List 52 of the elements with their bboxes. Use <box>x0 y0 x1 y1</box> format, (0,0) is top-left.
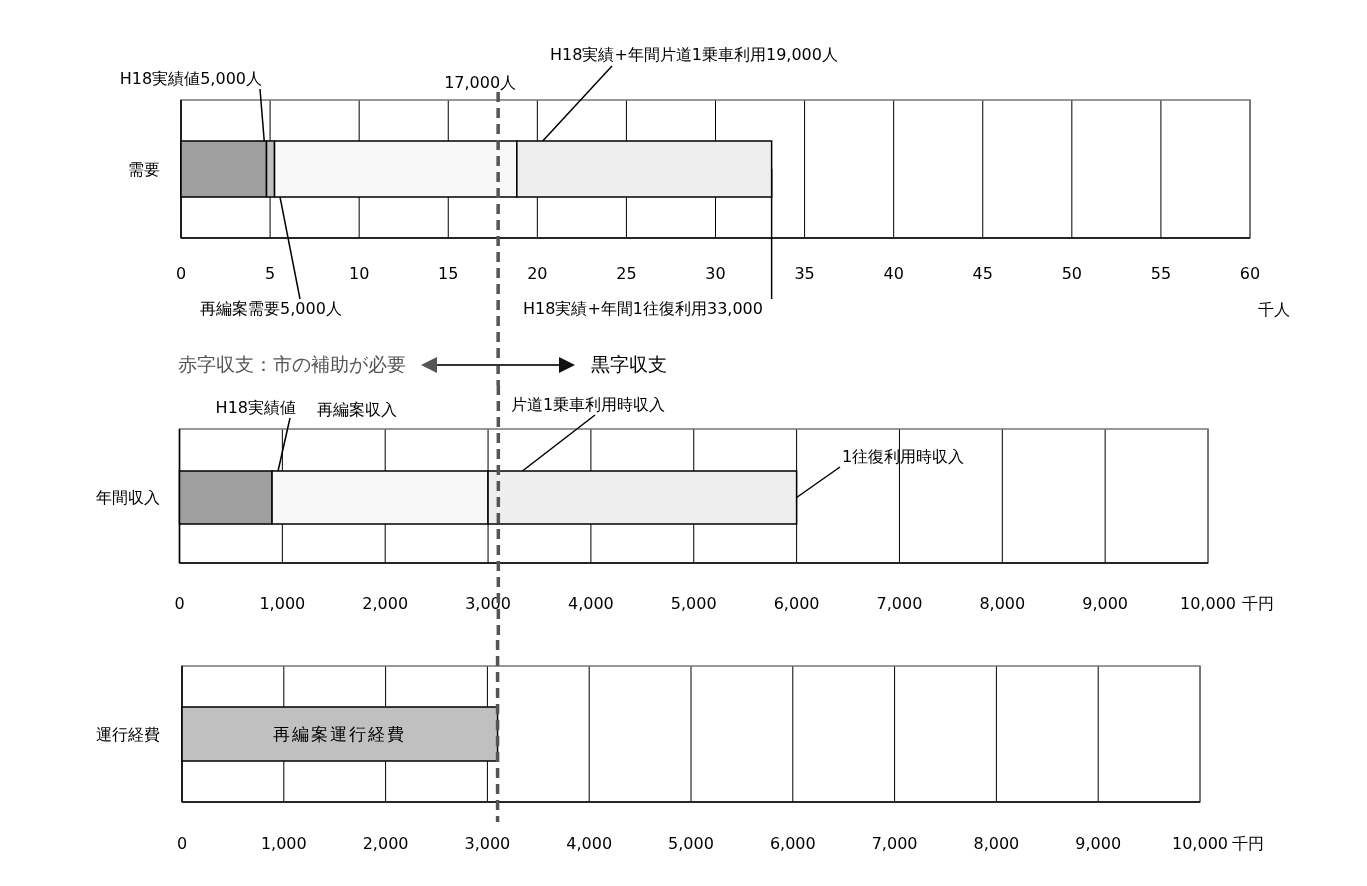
x-tick-label: 20 <box>527 264 548 283</box>
x-tick-label: 55 <box>1150 264 1172 283</box>
x-axis-title: 千円 <box>1232 834 1264 853</box>
x-tick-label: 1,000 <box>260 834 307 853</box>
x-tick-label: 50 <box>1061 264 1083 283</box>
annotation: H18実績+年間1往復利用33,000 <box>523 299 763 318</box>
y-tick-label: 年間収入 <box>96 488 160 507</box>
x-tick-label: 0 <box>174 594 185 613</box>
annotation: 片道1乗車利用時収入 <box>511 395 666 414</box>
y-tick-label: 運行経費 <box>96 724 160 744</box>
y-tick-label: 需要 <box>128 159 160 179</box>
x-tick-label: 35 <box>794 264 815 283</box>
x-tick-label: 5 <box>264 264 276 283</box>
text: 赤字収支：市の補助が必要 <box>178 353 406 375</box>
x-tick-label: 9,000 <box>1082 594 1129 613</box>
annotation: H18実績値5,000人 <box>119 69 262 88</box>
x-tick-label: 9,000 <box>1075 834 1122 853</box>
x-tick-label: 45 <box>972 264 993 283</box>
x-tick-label: 0 <box>176 834 188 853</box>
x-tick-label: 25 <box>616 264 637 283</box>
x-tick-label: 2,000 <box>362 834 409 853</box>
x-tick-label: 0 <box>175 264 187 283</box>
x-tick-label: 3,000 <box>465 594 511 613</box>
x-tick-label: 15 <box>438 264 459 283</box>
x-tick-label: 5,000 <box>668 834 714 853</box>
x-tick-label: 4,000 <box>566 834 613 853</box>
x-tick-label: 40 <box>883 264 904 283</box>
x-tick-label: 1,000 <box>259 594 306 613</box>
x-tick-label: 10,000 <box>1180 594 1236 613</box>
annotation: 再編案需要5,000人 <box>200 299 342 318</box>
x-tick-label: 10,000 <box>1172 834 1228 853</box>
annotation: H18実績値 <box>215 398 296 417</box>
x-tick-label: 2,000 <box>362 594 409 613</box>
x-tick-label: 5,000 <box>670 594 717 613</box>
x-tick-label: 6,000 <box>769 834 816 853</box>
x-tick-label: 6,000 <box>773 594 820 613</box>
x-tick-label: 7,000 <box>871 834 918 853</box>
ref-line-label: 17,000人 <box>444 73 517 92</box>
text: 再編案収入 <box>317 400 397 419</box>
x-tick-label: 8,000 <box>973 834 1020 853</box>
x-tick-label: 60 <box>1239 264 1261 283</box>
x-tick-label: 30 <box>705 264 726 283</box>
annotation: H18実績+年間片道1乗車利用19,000人 <box>550 45 838 64</box>
x-axis-title: 千円 <box>1242 594 1274 613</box>
x-tick-label: 3,000 <box>464 834 511 853</box>
series-label: 再編案運行経費 <box>273 724 407 744</box>
x-tick-label: 10 <box>348 264 370 283</box>
x-axis-title: 千人 <box>1258 300 1290 319</box>
text: 黒字収支 <box>591 353 667 375</box>
x-tick-label: 4,000 <box>567 594 614 613</box>
x-tick-label: 7,000 <box>876 594 923 613</box>
x-tick-label: 8,000 <box>979 594 1026 613</box>
